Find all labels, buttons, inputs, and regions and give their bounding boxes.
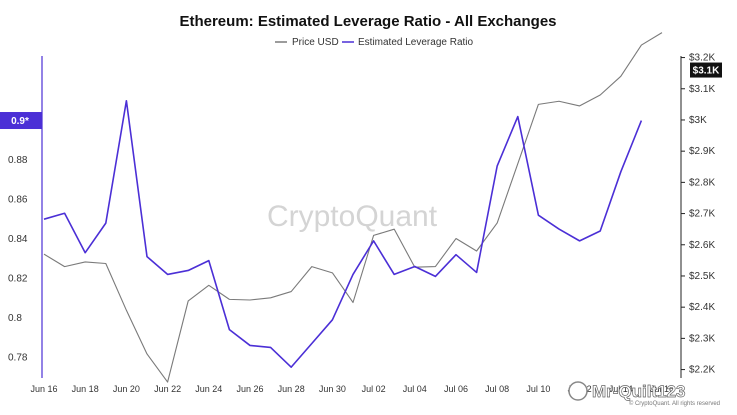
x-tick-label: Jun 24 (195, 384, 222, 394)
y-right-tick-label: $2.5K (689, 271, 715, 282)
x-tick-label: Jun 16 (30, 384, 57, 394)
left-badge-bg (0, 112, 42, 130)
leverage-ratio-line[interactable] (43, 99, 643, 368)
watermark: CryptoQuant (267, 200, 438, 233)
y-right-tick-label: $2.3K (689, 333, 715, 344)
y-left-tick-label: 0.86 (8, 194, 28, 205)
x-tick-label: Jun 22 (154, 384, 181, 394)
right-badge-label: $3.1K (693, 66, 720, 77)
x-tick-label: Jun 26 (236, 384, 263, 394)
legend[interactable]: Price USD Estimated Leverage Ratio (275, 37, 474, 48)
y-right-tick-label: $2.4K (689, 302, 715, 313)
price-usd-line[interactable] (43, 32, 663, 383)
y-right-tick-label: $2.6K (689, 240, 715, 251)
chart-title: Ethereum: Estimated Leverage Ratio - All… (179, 13, 556, 30)
legend-price-label: Price USD (292, 37, 339, 48)
x-tick-label: Jun 20 (113, 384, 140, 394)
y-right-tick-label: $2.7K (689, 209, 715, 220)
y-left-tick-label: 0.84 (8, 234, 28, 245)
user-watermark-text: Mr-Quilt123 (592, 382, 686, 401)
left-badge-label: 0.9* (11, 116, 29, 127)
y-axis-left: 0.78 0.8 0.82 0.84 0.86 0.88 (8, 155, 28, 363)
y-left-tick-label: 0.82 (8, 273, 28, 284)
y-left-tick-label: 0.78 (8, 352, 28, 363)
x-tick-label: Jun 18 (72, 384, 99, 394)
x-tick-label: Jul 10 (526, 384, 550, 394)
y-right-tick-label: $2.9K (689, 146, 715, 157)
user-watermark: Mr-Quilt123 © CryptoQuant. All rights re… (568, 381, 720, 407)
copyright-text: © CryptoQuant. All rights reserved (629, 400, 720, 407)
x-tick-label: Jun 30 (319, 384, 346, 394)
y-right-tick-label: $2.8K (689, 177, 715, 188)
x-tick-label: Jul 06 (444, 384, 468, 394)
legend-leverage-label: Estimated Leverage Ratio (358, 37, 474, 48)
y-right-tick-label: $3.1K (689, 84, 715, 95)
y-left-tick-label: 0.88 (8, 155, 28, 166)
x-tick-label: Jul 02 (362, 384, 386, 394)
series-lines (43, 32, 663, 383)
y-left-tick-label: 0.8 (8, 313, 22, 324)
y-right-tick-label: $3K (689, 115, 707, 126)
x-tick-label: Jul 08 (485, 384, 509, 394)
user-avatar-icon (568, 381, 588, 401)
right-value-badge: $3.1K (690, 62, 722, 78)
x-tick-label: Jul 16 (650, 384, 674, 394)
x-tick-label: Jul 14 (609, 384, 633, 394)
x-tick-label: Jul 04 (403, 384, 427, 394)
y-axis-right: $2.2K $2.3K $2.4K $2.5K $2.6K $2.7K $2.8K $2.9K… (681, 53, 715, 376)
x-tick-label: Jun 28 (278, 384, 305, 394)
y-right-tick-label: $3.2K (689, 53, 715, 64)
y-right-tick-label: $2.2K (689, 365, 715, 376)
left-value-badge: 0.9* (0, 112, 42, 130)
right-badge-bg (690, 62, 722, 78)
